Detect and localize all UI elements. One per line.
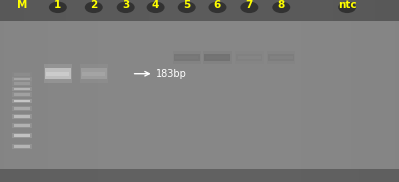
Text: 183bp: 183bp (156, 69, 186, 79)
Bar (176, 56, 198, 59)
Bar (0, 21, 399, 169)
Text: 3: 3 (122, 0, 129, 10)
Bar (46, 72, 69, 76)
Bar (12, 99, 32, 103)
Bar (14, 115, 30, 118)
Bar (82, 72, 105, 76)
Bar (43, 64, 72, 83)
Bar (14, 100, 30, 102)
Bar (12, 72, 32, 77)
Bar (0, 169, 399, 182)
Bar (206, 56, 229, 59)
Ellipse shape (147, 2, 164, 13)
Text: 5: 5 (183, 0, 190, 10)
Text: 8: 8 (278, 0, 285, 10)
Bar (268, 54, 294, 61)
Bar (14, 93, 30, 96)
Ellipse shape (178, 2, 196, 13)
Ellipse shape (272, 2, 290, 13)
Bar (14, 107, 30, 110)
Bar (14, 124, 30, 127)
Bar (12, 87, 32, 92)
Bar (12, 106, 32, 111)
Bar (12, 81, 32, 86)
Bar (236, 54, 262, 61)
Text: M: M (17, 0, 27, 10)
Text: 1: 1 (54, 0, 61, 10)
Bar (14, 73, 30, 76)
Bar (12, 123, 32, 128)
Bar (235, 51, 264, 64)
Bar (14, 82, 30, 85)
Bar (14, 145, 30, 148)
Bar (270, 56, 292, 59)
Ellipse shape (49, 2, 67, 13)
Bar (14, 88, 30, 90)
Bar (203, 51, 231, 64)
Text: 6: 6 (214, 0, 221, 10)
Bar (14, 78, 30, 80)
Bar (81, 68, 107, 79)
Text: 2: 2 (90, 0, 97, 10)
Ellipse shape (85, 2, 103, 13)
Bar (12, 77, 32, 82)
Bar (0, 0, 399, 21)
Ellipse shape (117, 2, 134, 13)
Bar (12, 144, 32, 149)
Bar (238, 56, 261, 59)
Bar (12, 114, 32, 119)
Ellipse shape (209, 2, 227, 13)
Bar (174, 54, 200, 61)
Text: 4: 4 (152, 0, 159, 10)
Ellipse shape (338, 2, 356, 13)
Bar (267, 51, 295, 64)
Bar (172, 51, 201, 64)
Bar (14, 134, 30, 137)
Bar (12, 133, 32, 138)
Bar (45, 68, 71, 79)
Text: 7: 7 (246, 0, 253, 10)
Bar (12, 92, 32, 97)
Bar (79, 64, 108, 83)
Bar (205, 54, 231, 61)
Text: ntc: ntc (338, 0, 356, 10)
Ellipse shape (240, 2, 259, 13)
